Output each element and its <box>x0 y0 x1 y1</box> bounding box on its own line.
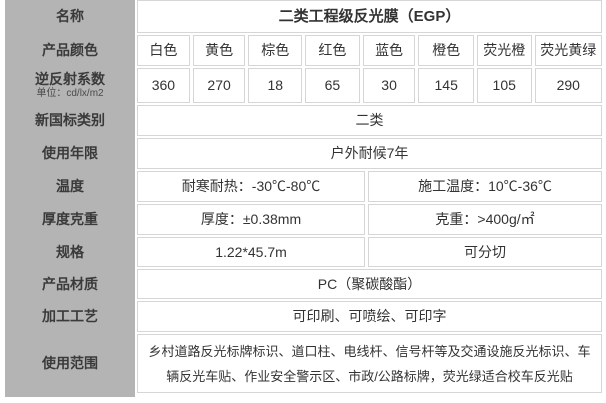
coefficient-cell-fluorescent-orange: 105 <box>476 68 532 103</box>
label-specification: 规格 <box>5 237 135 267</box>
coefficient-cell-white: 360 <box>137 68 190 103</box>
color-cell-red: 红色 <box>305 35 360 66</box>
color-cell-yellow: 黄色 <box>192 35 246 66</box>
label-temperature: 温度 <box>5 171 135 202</box>
label-name: 名称 <box>5 0 135 33</box>
value-application-temperature: 施工温度：10℃-36℃ <box>368 171 602 202</box>
coefficient-cell-yellow: 270 <box>192 68 246 103</box>
value-application-range: 乡村道路反光标牌标识、道口柱、电线杆、信号杆等及交通设施反光标识、车辆反光车贴、… <box>137 334 602 393</box>
coefficient-cell-brown: 18 <box>248 68 303 103</box>
value-service-life: 户外耐候7年 <box>137 138 602 169</box>
color-cell-fluorescent-orange: 荧光橙 <box>476 35 532 66</box>
color-cell-brown: 棕色 <box>248 35 303 66</box>
label-retroreflection-unit: 单位：cd/lx/m2 <box>36 88 104 100</box>
label-material: 产品材质 <box>5 269 135 299</box>
row-name: 二类工程级反光膜（EGP） <box>137 0 602 33</box>
label-national-standard-text: 新国标类别 <box>35 112 105 129</box>
label-service-life-text: 使用年限 <box>42 145 98 162</box>
label-processing-text: 加工工艺 <box>42 308 98 325</box>
spec-value-column: 二类工程级反光膜（EGP） 白色 黄色 棕色 红色 蓝色 橙色 荧光橙 荧光黄绿… <box>137 0 602 397</box>
value-roll-size: 1.22*45.7m <box>137 237 366 267</box>
label-retroreflection-text: 逆反射系数 <box>35 71 105 88</box>
label-national-standard-class: 新国标类别 <box>5 105 135 136</box>
value-temperature-resistance: 耐寒耐热：-30℃-80℃ <box>137 171 366 202</box>
label-application-range-text: 使用范围 <box>42 355 98 372</box>
label-name-text: 名称 <box>56 8 84 25</box>
row-temperature: 耐寒耐热：-30℃-80℃ 施工温度：10℃-36℃ <box>137 171 602 202</box>
label-product-color: 产品颜色 <box>5 35 135 66</box>
value-product-name: 二类工程级反光膜（EGP） <box>137 0 602 33</box>
row-material: PC（聚碳酸酯） <box>137 269 602 299</box>
label-specification-text: 规格 <box>56 243 84 260</box>
spec-label-column: 名称 产品颜色 逆反射系数 单位：cd/lx/m2 新国标类别 使用年限 温度 … <box>5 0 135 397</box>
coefficient-cell-blue: 30 <box>362 68 416 103</box>
row-service-life: 户外耐候7年 <box>137 138 602 169</box>
row-application-range: 乡村道路反光标牌标识、道口柱、电线杆、信号杆等及交通设施反光标识、车辆反光车贴、… <box>137 334 602 393</box>
row-specification: 1.22*45.7m 可分切 <box>137 237 602 267</box>
label-thickness-weight: 厚度克重 <box>5 204 135 235</box>
row-national-standard: 二类 <box>137 105 602 136</box>
color-cell-white: 白色 <box>137 35 190 66</box>
label-temperature-text: 温度 <box>56 178 84 195</box>
color-cell-fluorescent-yellow-green: 荧光黄绿 <box>534 35 602 66</box>
coefficient-cell-red: 65 <box>305 68 360 103</box>
row-product-colors: 白色 黄色 棕色 红色 蓝色 橙色 荧光橙 荧光黄绿 <box>137 35 602 66</box>
label-processing: 加工工艺 <box>5 301 135 332</box>
value-material: PC（聚碳酸酯） <box>137 269 602 299</box>
label-material-text: 产品材质 <box>42 275 98 292</box>
coefficient-cell-orange: 145 <box>418 68 474 103</box>
label-service-life: 使用年限 <box>5 138 135 169</box>
row-coefficients: 360 270 18 65 30 145 105 290 <box>137 68 602 103</box>
value-slittable: 可分切 <box>368 237 602 267</box>
value-national-standard: 二类 <box>137 105 602 136</box>
color-cell-blue: 蓝色 <box>362 35 416 66</box>
label-product-color-text: 产品颜色 <box>42 42 98 59</box>
label-application-range: 使用范围 <box>5 334 135 393</box>
value-grammage: 克重：>400g/㎡ <box>368 204 602 235</box>
value-processing: 可印刷、可喷绘、可印字 <box>137 301 602 332</box>
value-thickness: 厚度：±0.38mm <box>137 204 366 235</box>
label-thickness-weight-text: 厚度克重 <box>42 211 98 228</box>
coefficient-cell-fluorescent-yellow-green: 290 <box>534 68 602 103</box>
color-cell-orange: 橙色 <box>418 35 474 66</box>
label-retroreflection-coefficient: 逆反射系数 单位：cd/lx/m2 <box>5 68 135 103</box>
row-thickness-weight: 厚度：±0.38mm 克重：>400g/㎡ <box>137 204 602 235</box>
spec-table: 名称 产品颜色 逆反射系数 单位：cd/lx/m2 新国标类别 使用年限 温度 … <box>5 0 602 397</box>
row-processing: 可印刷、可喷绘、可印字 <box>137 301 602 332</box>
